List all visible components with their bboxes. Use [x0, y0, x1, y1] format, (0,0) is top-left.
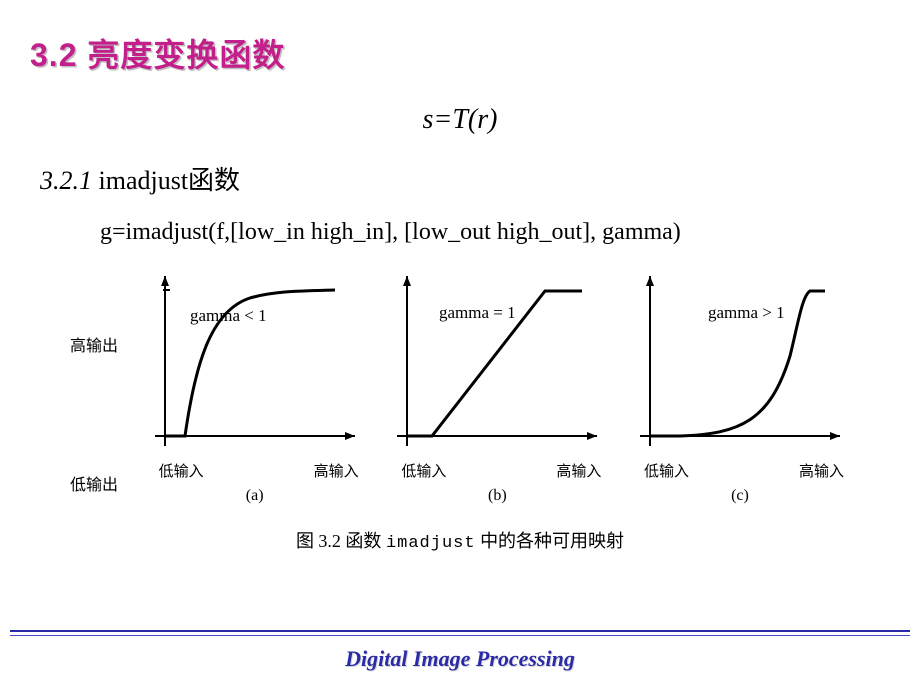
xlabels-b: 低输入 高输入 — [387, 456, 607, 481]
ylabel-high: 高输出 — [70, 332, 118, 356]
figure-area: 高输出 低输出 gamma < 1 低输入 高输入 (a) — [70, 276, 850, 553]
subletter-a: (a) — [145, 487, 365, 505]
caption-mono: imadjust — [386, 534, 476, 553]
function-signature: g=imadjust(f,[low_in high_in], [low_out … — [100, 219, 890, 246]
section-title: 3.2 亮度变换函数 — [30, 30, 890, 76]
caption-suffix: 中的各种可用映射 — [476, 531, 625, 551]
figure-caption: 图 3.2 函数 imadjust 中的各种可用映射 — [70, 527, 850, 553]
footer-line-thin — [10, 635, 910, 636]
chart-a: gamma < 1 低输入 高输入 (a) — [145, 276, 365, 505]
xlabels-c: 低输入 高输入 — [630, 456, 850, 481]
caption-prefix: 图 3.2 函数 — [296, 531, 386, 551]
xlabel-low-b: 低输入 — [401, 460, 446, 481]
equation: s=T(r) — [30, 104, 890, 136]
chart-c: gamma > 1 低输入 高输入 (c) — [630, 276, 850, 505]
footer-text: Digital Image Processing — [0, 646, 920, 672]
xlabel-low-c: 低输入 — [644, 460, 689, 481]
chart-c-svg: gamma > 1 — [630, 276, 850, 456]
gamma-label-c: gamma > 1 — [708, 303, 785, 322]
y-axis-labels: 高输出 低输出 — [70, 330, 118, 505]
xlabels-a: 低输入 高输入 — [145, 456, 365, 481]
xlabel-high-a: 高输入 — [314, 460, 359, 481]
gamma-label-a: gamma < 1 — [190, 306, 267, 325]
chart-b-svg: gamma = 1 — [387, 276, 607, 456]
subletter-b: (b) — [387, 487, 607, 505]
slide-content: 3.2 亮度变换函数 s=T(r) 3.2.1 imadjust函数 g=ima… — [0, 0, 920, 615]
chart-b: gamma = 1 低输入 高输入 (b) — [387, 276, 607, 505]
footer-line-thick — [10, 630, 910, 632]
xlabel-high-c: 高输入 — [799, 460, 844, 481]
gamma-label-b: gamma = 1 — [439, 303, 516, 322]
chart-a-svg: gamma < 1 — [145, 276, 365, 456]
subletter-c: (c) — [630, 487, 850, 505]
xlabel-high-b: 高输入 — [556, 460, 601, 481]
xlabel-low-a: 低输入 — [159, 460, 204, 481]
chart-row: 高输出 低输出 gamma < 1 低输入 高输入 (a) — [70, 276, 850, 505]
subsection-title: 3.2.1 imadjust函数 — [40, 160, 890, 197]
slide-footer: Digital Image Processing — [0, 630, 920, 690]
ylabel-low: 低输出 — [70, 471, 118, 495]
